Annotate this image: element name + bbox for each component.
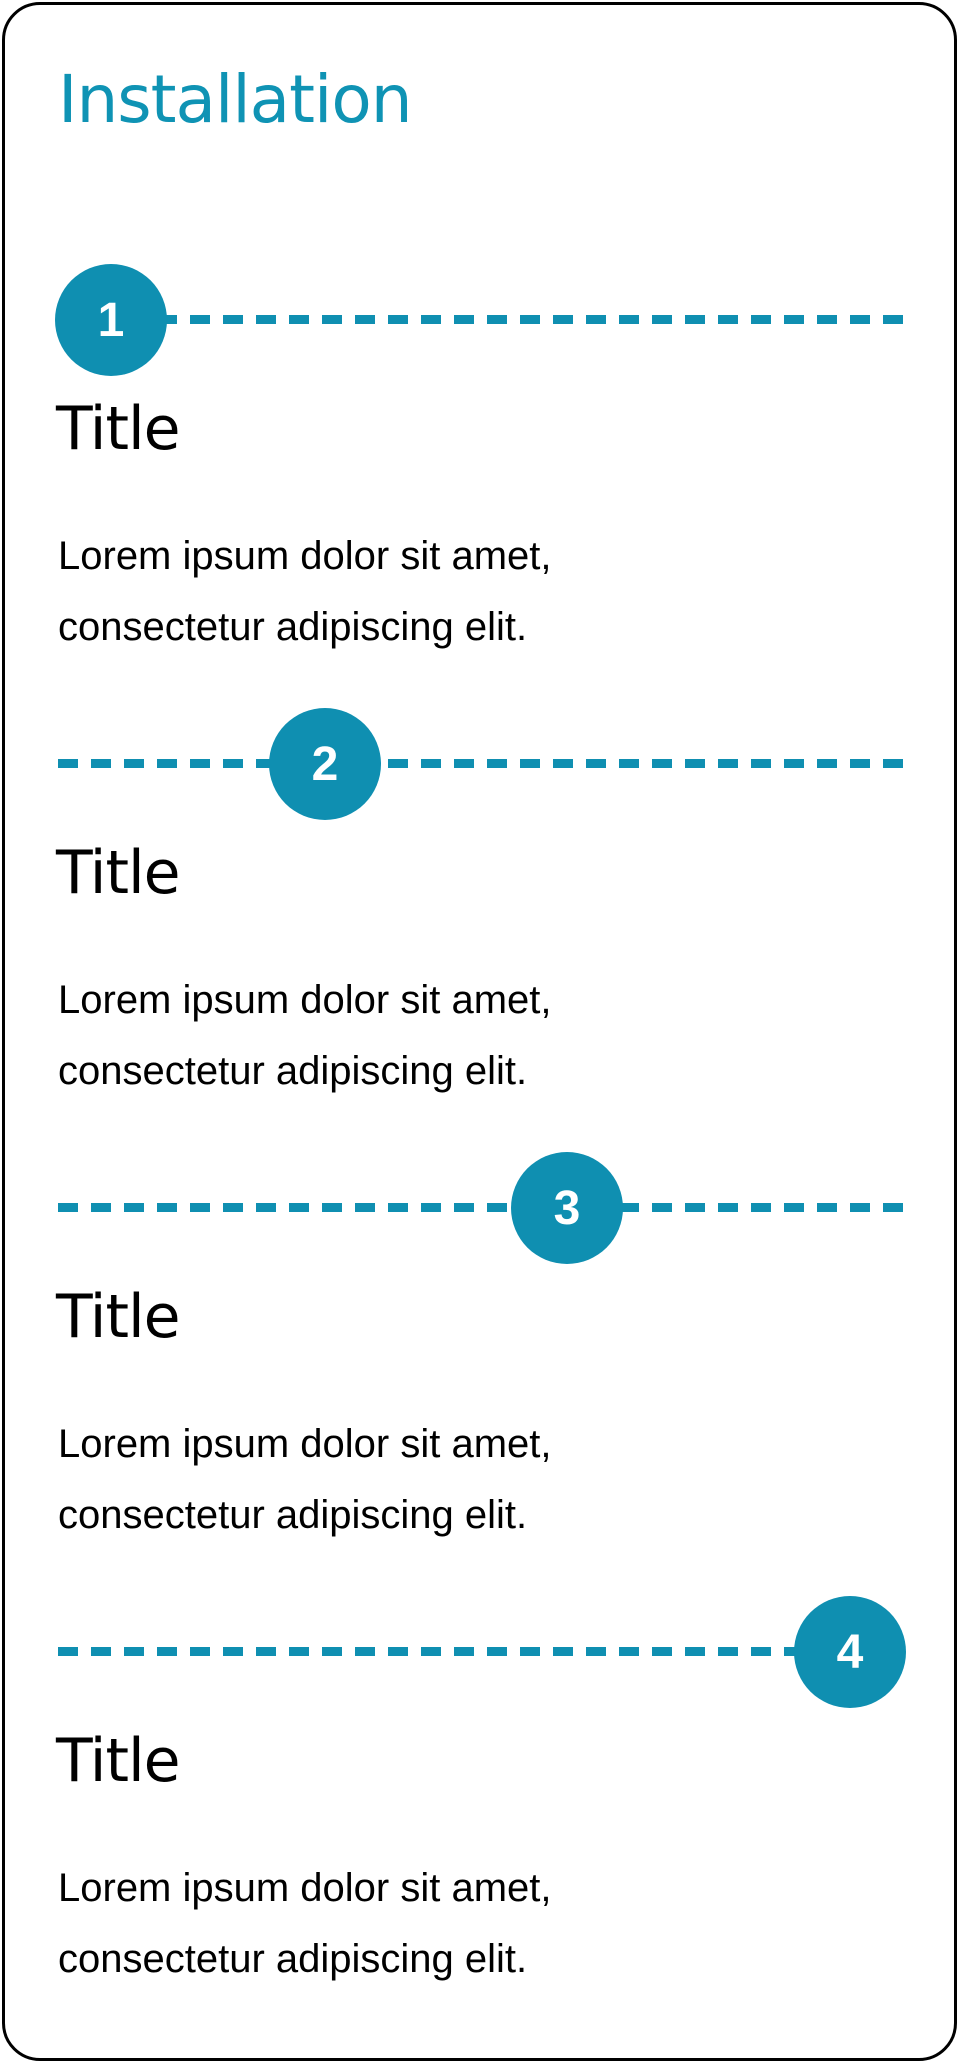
step-title: Title bbox=[56, 838, 181, 908]
step-number-badge: 2 bbox=[269, 708, 381, 820]
step-2: 2 Title Lorem ipsum dolor sit amet, cons… bbox=[5, 707, 960, 1127]
step-title: Title bbox=[56, 394, 181, 464]
step-title: Title bbox=[56, 1282, 181, 1352]
page-title: Installation bbox=[58, 61, 413, 138]
step-number-badge: 4 bbox=[794, 1596, 906, 1708]
step-3: 3 Title Lorem ipsum dolor sit amet, cons… bbox=[5, 1151, 960, 1571]
step-number-badge: 3 bbox=[511, 1152, 623, 1264]
step-number-badge: 1 bbox=[55, 264, 167, 376]
step-divider bbox=[58, 1647, 908, 1656]
step-divider bbox=[58, 1203, 908, 1212]
step-description: Lorem ipsum dolor sit amet, consectetur … bbox=[58, 534, 552, 649]
step-description: Lorem ipsum dolor sit amet, consectetur … bbox=[58, 978, 552, 1093]
step-1: 1 Title Lorem ipsum dolor sit amet, cons… bbox=[5, 263, 960, 683]
step-4: 4 Title Lorem ipsum dolor sit amet, cons… bbox=[5, 1595, 960, 2015]
step-description: Lorem ipsum dolor sit amet, consectetur … bbox=[58, 1866, 552, 1981]
step-description: Lorem ipsum dolor sit amet, consectetur … bbox=[58, 1422, 552, 1537]
step-divider bbox=[58, 759, 908, 768]
step-title: Title bbox=[56, 1726, 181, 1796]
step-divider bbox=[58, 315, 908, 324]
